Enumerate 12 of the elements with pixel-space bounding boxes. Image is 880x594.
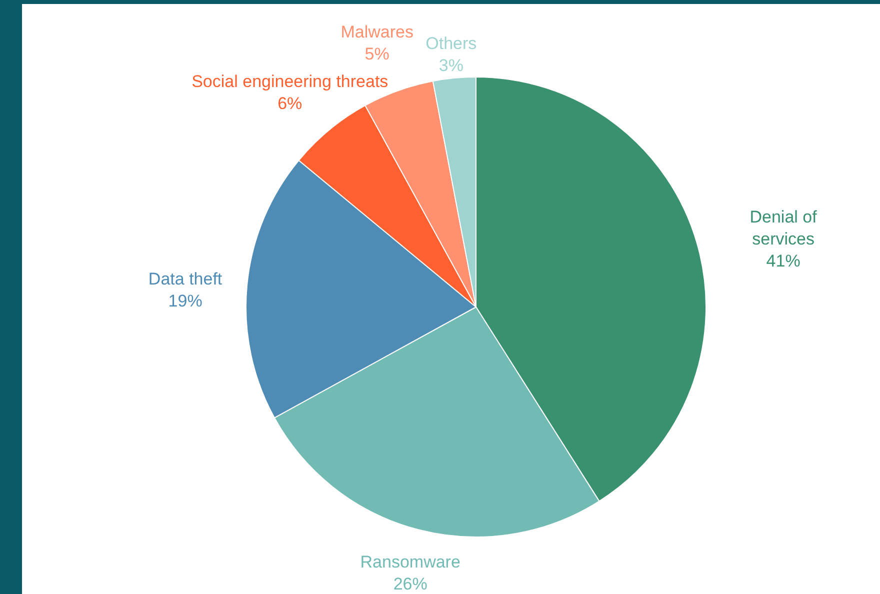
data-label: 19% bbox=[168, 292, 202, 311]
data-label: 41% bbox=[766, 252, 800, 271]
slice-label: Malwares bbox=[340, 22, 414, 42]
slice-label: Others bbox=[426, 34, 477, 54]
slice-label: Denial of services bbox=[750, 208, 818, 249]
data-label: 26% bbox=[393, 574, 428, 594]
slice-label: Social engineering threats bbox=[192, 72, 388, 92]
slice-label: Data theft bbox=[148, 270, 222, 289]
slice-label: Ransomware bbox=[360, 552, 460, 572]
data-label: 5% bbox=[364, 44, 390, 64]
data-label: 3% bbox=[438, 56, 464, 76]
data-label: 6% bbox=[278, 94, 302, 114]
